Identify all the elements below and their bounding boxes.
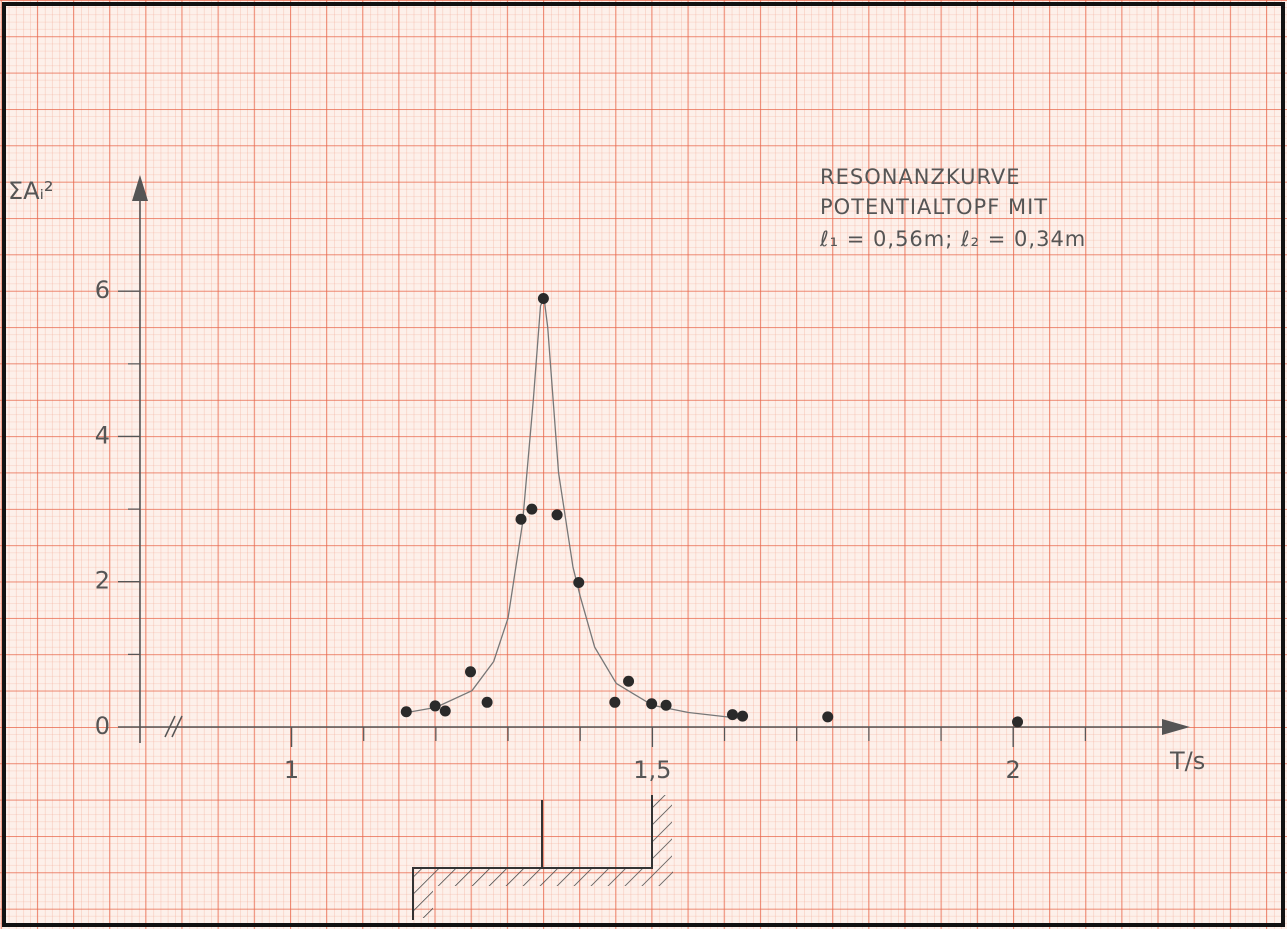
data-point xyxy=(646,698,657,709)
data-point xyxy=(482,697,493,708)
y-tick-label: 4 xyxy=(95,421,110,449)
y-axis-label: ΣAᵢ² xyxy=(8,177,54,205)
data-point xyxy=(623,676,634,687)
data-point xyxy=(538,293,549,304)
x-axis-label: T/s xyxy=(1169,747,1205,775)
graph-paper-grid xyxy=(0,0,1287,929)
chart: RESONANZKURVE POTENTIALTOPF MIT ℓ₁ = 0,5… xyxy=(0,0,1287,929)
data-point xyxy=(822,711,833,722)
y-tick-label: 6 xyxy=(95,276,110,304)
data-point xyxy=(727,709,738,720)
x-tick-label: 2 xyxy=(1006,756,1021,784)
data-point xyxy=(401,706,412,717)
chart-title: RESONANZKURVE xyxy=(820,165,1021,189)
y-tick-label: 2 xyxy=(95,567,110,595)
data-point xyxy=(440,706,451,717)
data-point xyxy=(1012,716,1023,727)
x-tick-label: 1 xyxy=(284,756,299,784)
chart-subtitle: ℓ₁ = 0,56m; ℓ₂ = 0,34m xyxy=(819,227,1086,251)
data-point xyxy=(430,700,441,711)
data-point xyxy=(609,697,620,708)
chart-subtitle: POTENTIALTOPF MIT xyxy=(820,195,1048,219)
data-point xyxy=(661,700,672,711)
data-point xyxy=(526,504,537,515)
y-tick-label: 0 xyxy=(95,712,110,740)
data-point xyxy=(552,509,563,520)
x-tick-label: 1,5 xyxy=(633,756,671,784)
data-point xyxy=(465,666,476,677)
data-point xyxy=(516,514,527,525)
data-point xyxy=(737,711,748,722)
data-point xyxy=(573,577,584,588)
